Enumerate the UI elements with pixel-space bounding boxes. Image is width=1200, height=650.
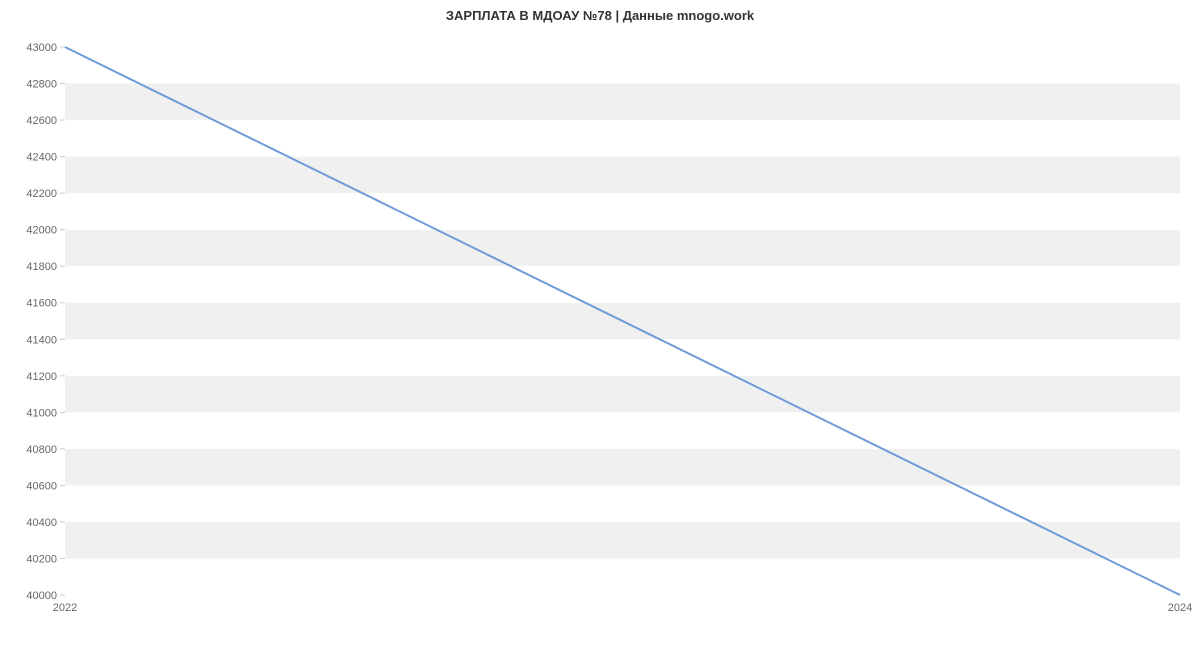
y-tick-label: 40600 xyxy=(26,480,57,492)
grid-band xyxy=(65,47,1180,84)
y-tick-label: 41400 xyxy=(26,334,57,346)
y-tick-label: 41000 xyxy=(26,407,57,419)
y-tick-label: 42800 xyxy=(26,79,57,91)
x-tick-label: 2024 xyxy=(1168,602,1192,614)
grid-band xyxy=(65,193,1180,230)
y-tick-label: 42400 xyxy=(26,152,57,164)
y-tick-label: 41800 xyxy=(26,261,57,273)
grid-band xyxy=(65,412,1180,449)
grid-band xyxy=(65,84,1180,121)
y-tick-label: 41600 xyxy=(26,298,57,310)
grid-band xyxy=(65,157,1180,194)
x-tick-label: 2022 xyxy=(53,602,77,614)
y-tick-label: 42200 xyxy=(26,188,57,200)
y-tick-label: 42000 xyxy=(26,225,57,237)
grid-band xyxy=(65,558,1180,595)
grid-band xyxy=(65,522,1180,559)
grid-band xyxy=(65,449,1180,486)
y-tick-label: 43000 xyxy=(26,42,57,54)
y-tick-label: 40400 xyxy=(26,517,57,529)
y-tick-label: 40200 xyxy=(26,553,57,565)
grid-band xyxy=(65,230,1180,267)
y-tick-label: 41200 xyxy=(26,371,57,383)
grid-band xyxy=(65,120,1180,157)
y-tick-label: 42600 xyxy=(26,115,57,127)
y-tick-label: 40800 xyxy=(26,444,57,456)
chart-svg: 40000 40200 40400 40600 40800 41000 41200 41400… xyxy=(0,0,1200,650)
grid-band xyxy=(65,376,1180,413)
y-tick-label: 40000 xyxy=(26,590,57,602)
grid-band xyxy=(65,485,1180,522)
chart-title: ЗАРПЛАТА В МДОАУ №78 | Данные mnogo.work xyxy=(0,8,1200,23)
grid-band xyxy=(65,266,1180,303)
grid-band xyxy=(65,339,1180,376)
salary-line-chart: ЗАРПЛАТА В МДОАУ №78 | Данные mnogo.work… xyxy=(0,0,1200,650)
